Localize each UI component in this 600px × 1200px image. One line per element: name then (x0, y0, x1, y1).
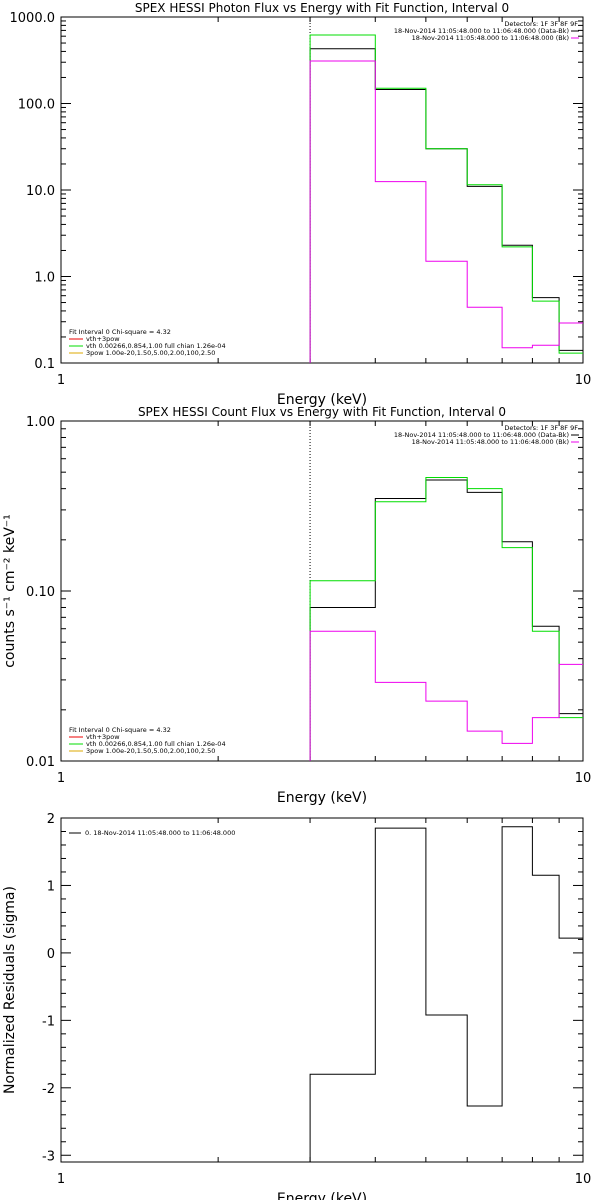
legend-top-left: 0. 18-Nov-2014 11:05:48.000 to 11:06:48.… (69, 829, 235, 837)
legend-entry: vth+3pow (86, 335, 120, 343)
series-line-2 (309, 60, 583, 363)
legend-entry: 3pow 1.00e-20,1.50,5.00,2.00,100,2.50 (86, 349, 215, 357)
y-tick-label: 1.0 (34, 271, 55, 286)
x-tick-label: 1 (57, 373, 65, 388)
plot-frame (60, 817, 584, 1163)
chart-title: SPEX HESSI Count Flux vs Energy with Fit… (138, 405, 506, 419)
series-line-2 (309, 630, 583, 761)
y-tick-label: 0 (47, 947, 55, 962)
x-tick-label: 1 (57, 771, 65, 786)
legend-bottom-left: Fit Interval 0 Chi-square = 4.32vth+3pow… (69, 328, 226, 357)
y-tick-label: 0.01 (26, 755, 55, 770)
chart-panel-0: SPEX HESSI Photon Flux vs Energy with Fi… (10, 1, 592, 408)
x-tick-label: 10 (575, 771, 592, 786)
chart-panel-1: SPEX HESSI Count Flux vs Energy with Fit… (2, 405, 591, 806)
y-tick-label: 2 (47, 812, 55, 827)
plot-frame (60, 16, 584, 364)
y-tick-label: 100.0 (18, 98, 55, 113)
legend-entry: 18-Nov-2014 11:05:48.000 to 11:06:48.000… (394, 431, 569, 439)
legend-entry: 18-Nov-2014 11:05:48.000 to 11:06:48.000… (412, 438, 569, 446)
y-tick-label: 1.00 (26, 415, 55, 430)
y-tick-label: 10.0 (26, 184, 55, 199)
y-tick-label: 0.1 (34, 357, 55, 372)
y-axis-label: counts s⁻¹ cm⁻² keV⁻¹ (2, 514, 18, 668)
x-tick-label: 10 (575, 373, 592, 388)
legend-entry: 0. 18-Nov-2014 11:05:48.000 to 11:06:48.… (85, 829, 235, 837)
legend-entry: 18-Nov-2014 11:05:48.000 to 11:06:48.000… (412, 34, 569, 42)
legend-entry: vth 0.00266,0.854,1.00 full chian 1.26e-… (86, 342, 226, 350)
y-tick-label: 1 (47, 879, 55, 894)
legend-entry: Fit Interval 0 Chi-square = 4.32 (69, 328, 171, 336)
y-axis-label: Normalized Residuals (sigma) (2, 886, 18, 1094)
plot-frame (60, 420, 584, 762)
legend-entry: 18-Nov-2014 11:05:48.000 to 11:06:48.000… (394, 27, 569, 35)
legend-entry: 3pow 1.00e-20,1.50,5.00,2.00,100,2.50 (86, 747, 215, 755)
y-tick-label: -3 (42, 1149, 55, 1164)
legend-entry: Fit Interval 0 Chi-square = 4.32 (69, 726, 171, 734)
x-tick-label: 10 (575, 1172, 592, 1187)
legend-entry: Detectors: 1F 3F 8F 9F (504, 424, 578, 432)
series-line-0 (309, 48, 583, 363)
legend-bottom-left: Fit Interval 0 Chi-square = 4.32vth+3pow… (69, 726, 226, 755)
x-axis-label: Energy (keV) (277, 1191, 367, 1200)
x-axis-label: Energy (keV) (277, 392, 367, 408)
legend-entry: vth 0.00266,0.854,1.00 full chian 1.26e-… (86, 740, 226, 748)
legend-entry: vth+3pow (86, 733, 120, 741)
chart-title: SPEX HESSI Photon Flux vs Energy with Fi… (135, 1, 509, 15)
y-tick-label: 0.10 (26, 585, 55, 600)
legend-entry: Detectors: 1F 3F 8F 9F (504, 20, 578, 28)
series-line-0 (309, 826, 583, 1162)
y-tick-label: 1000.0 (10, 11, 56, 26)
x-axis-label: Energy (keV) (277, 790, 367, 806)
x-tick-label: 1 (57, 1172, 65, 1187)
series-line-1 (309, 477, 583, 761)
series-line-1 (309, 34, 583, 363)
series-line-0 (309, 479, 583, 761)
y-tick-label: -1 (42, 1014, 55, 1029)
y-tick-label: -2 (42, 1082, 55, 1097)
